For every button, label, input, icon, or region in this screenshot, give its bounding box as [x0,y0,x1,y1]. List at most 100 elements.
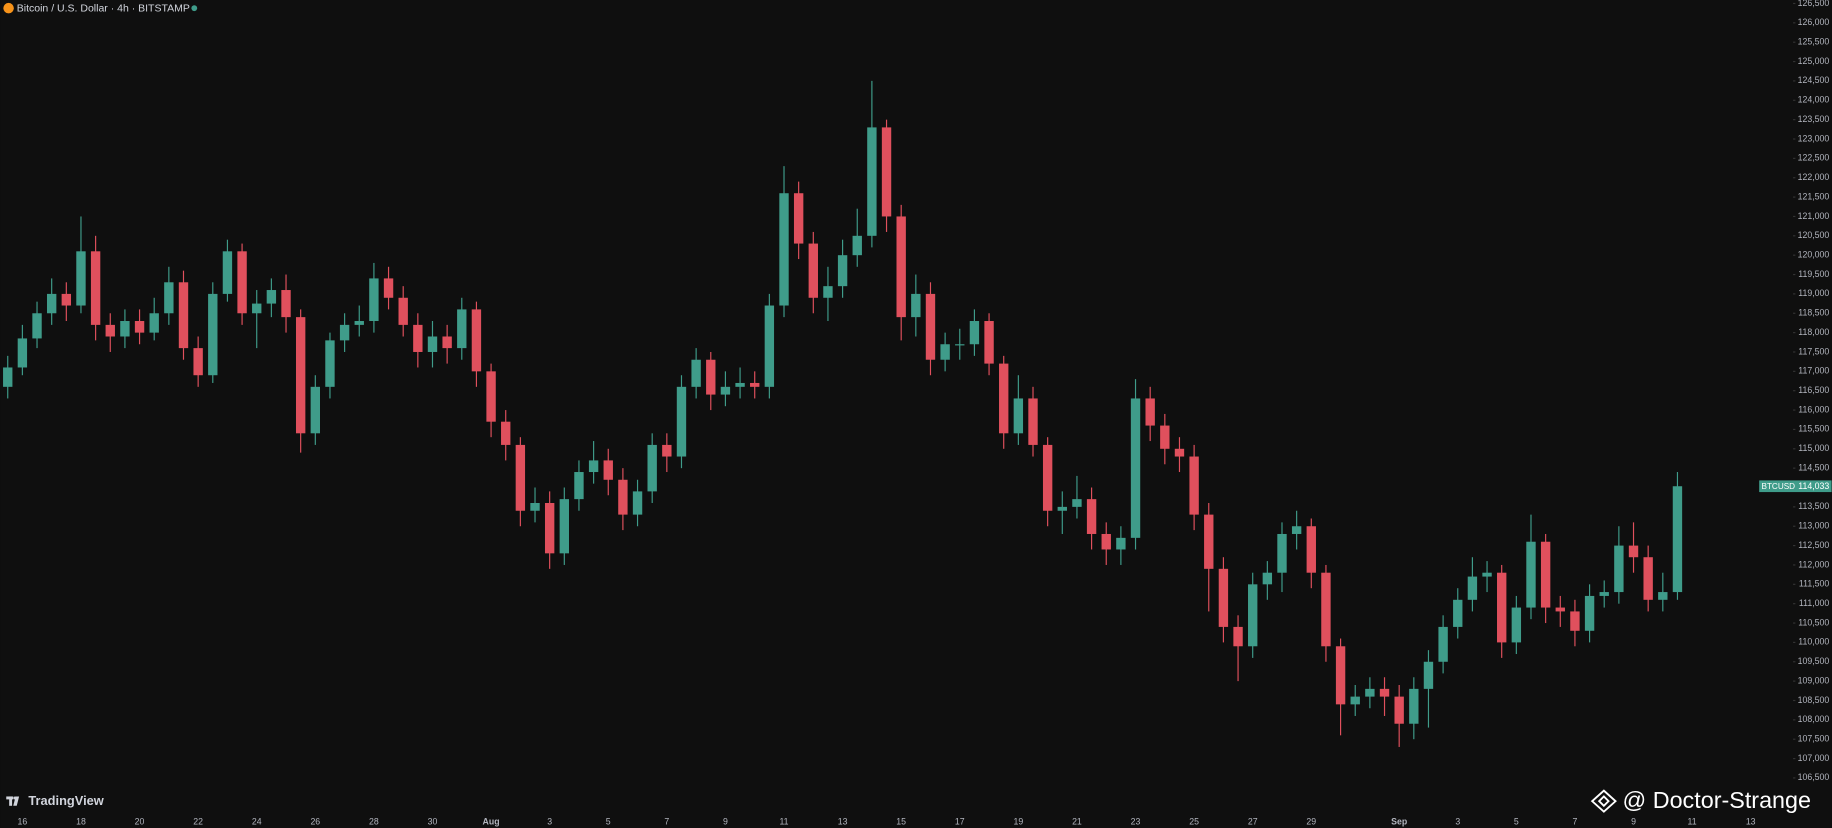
candle-body [1658,592,1668,600]
candle-body [925,293,936,360]
candle-body [501,421,511,445]
candle-body [852,235,862,256]
candle-body [1116,537,1126,550]
candle-body [647,444,657,492]
candle-body [1189,456,1199,515]
y-tick-label: 111,000 [1799,598,1829,608]
candle-body [955,344,965,346]
candle-body [442,336,452,349]
x-tick-label: 7 [1572,816,1577,826]
x-tick-label: Aug [483,816,500,826]
candle-body [969,321,980,345]
status-dot [191,5,198,12]
x-tick-label: 19 [1013,816,1023,826]
x-tick-label: 11 [779,816,788,826]
y-tick-label: 117,000 [1798,366,1829,376]
watermark: TradingView [28,793,103,808]
y-tick-label: 116,000 [1798,404,1829,414]
candle-body [339,324,350,341]
y-tick-label: 126,000 [1798,17,1830,27]
candle-body [413,324,423,352]
candle-body [3,367,13,387]
candle-body [266,290,277,304]
candle-body [281,290,291,318]
candle-body [208,293,218,376]
candle-body [1453,599,1463,627]
x-tick-label: 13 [838,816,848,826]
candle-body [515,444,526,511]
binance-icon [1590,789,1617,813]
x-tick-label: 26 [310,816,320,826]
candle-body [310,386,321,434]
x-tick-label: 7 [664,816,669,826]
candle-body [618,479,628,515]
candle-body [1394,696,1404,724]
y-tick-label: 122,500 [1798,153,1830,163]
candle-body [999,363,1009,434]
y-tick-label: 123,000 [1798,133,1830,143]
candle-body [1013,398,1024,434]
candle-body [1438,626,1448,662]
candle-body [134,321,145,333]
x-tick-label: 9 [1631,816,1636,826]
x-tick-label: 15 [896,816,906,826]
candle-body [120,321,130,337]
candle-body [1570,611,1580,631]
x-tick-label: 27 [1248,816,1258,826]
y-tick-label: 106,500 [1798,772,1830,782]
y-tick-label: 110,500 [1798,617,1829,627]
candle-body [1526,541,1536,608]
y-tick-label: 112,500 [1798,540,1829,550]
candle-body [105,324,115,337]
last-price-symbol: BTCUSD [1762,482,1796,491]
candle-body [940,344,950,360]
candle-body [530,503,540,511]
y-tick-label: 125,000 [1798,56,1830,66]
candle-body [325,340,335,387]
candle-body [1555,607,1565,612]
candle-body [383,278,394,298]
candle-body [1497,572,1507,643]
y-tick-label: 123,500 [1798,114,1830,124]
x-tick-label: 5 [1514,816,1519,826]
candle-body [837,255,848,287]
candle-body [1365,688,1375,697]
candle-body [149,313,159,333]
candle-body [1145,398,1155,426]
x-tick-label: 30 [428,816,438,826]
candle-body [369,278,379,322]
y-tick-label: 107,500 [1798,734,1830,744]
y-tick-label: 126,500 [1798,0,1830,8]
candle-body [398,297,408,325]
candle-body [252,303,262,314]
y-tick-label: 112,000 [1798,559,1829,569]
candle-body [1042,444,1053,511]
candle-body [1467,576,1478,600]
y-tick-label: 116,500 [1798,385,1829,395]
candle-body [1423,661,1434,689]
x-tick-label: 18 [76,816,86,826]
candle-body [1072,499,1082,507]
y-tick-label: 118,000 [1798,327,1829,337]
x-tick-label: 21 [1072,816,1082,826]
candle-body [662,444,672,457]
candle-body [1482,572,1492,577]
candle-body [1409,688,1419,724]
candle-body [17,338,28,368]
candle-body [881,127,892,217]
candle-body [471,309,482,372]
y-tick-label: 124,000 [1798,95,1830,105]
candle-body [750,382,760,387]
candle-body [706,359,716,395]
candle-body [632,491,643,515]
x-tick-label: 25 [1189,816,1199,826]
coin-icon [3,2,14,14]
candle-body [1321,572,1331,647]
y-tick-label: 121,500 [1798,191,1830,201]
candle-body [295,317,306,434]
y-tick-label: 124,500 [1798,75,1830,85]
y-tick-label: 108,000 [1798,714,1830,724]
candle-body [61,293,72,306]
candle-body [764,305,775,387]
